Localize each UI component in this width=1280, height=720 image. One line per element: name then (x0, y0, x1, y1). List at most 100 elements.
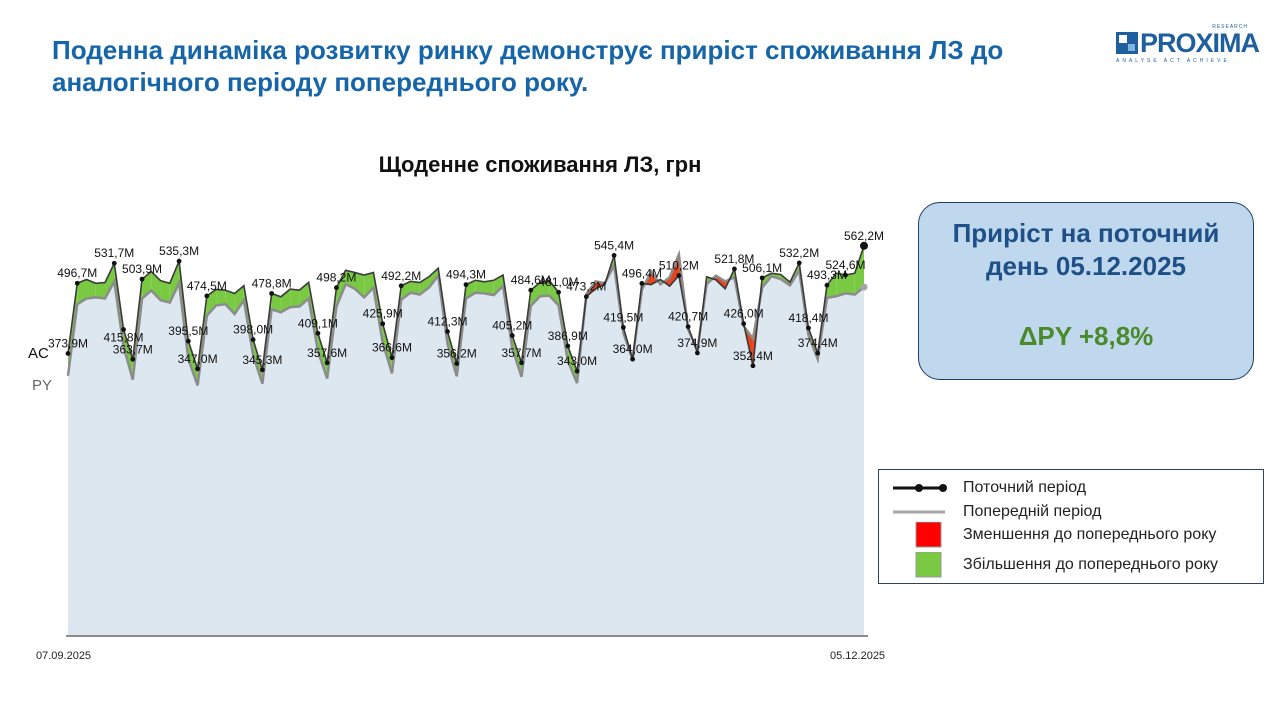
logo-mark-icon (1116, 32, 1138, 54)
data-label: 343,0M (557, 354, 597, 368)
current-point (860, 241, 868, 250)
increase-band (336, 270, 346, 307)
data-label: 352,4M (733, 349, 773, 363)
decrease-swatch-icon (915, 522, 942, 548)
increase-band (234, 285, 244, 314)
current-point (509, 333, 515, 338)
increase-band (271, 293, 281, 313)
data-label: 345,3M (242, 353, 282, 367)
current-point (759, 275, 765, 281)
current-point (380, 321, 386, 327)
current-point (694, 350, 700, 356)
data-label: 425,9M (363, 307, 403, 321)
current-point (334, 285, 339, 291)
increase-band (836, 273, 846, 297)
increase-band (382, 323, 392, 374)
current-point (574, 368, 580, 374)
data-label: 374,9M (677, 336, 717, 350)
data-label: 531,7M (94, 246, 134, 260)
current-point (519, 360, 524, 366)
current-point (815, 350, 821, 356)
current-point (445, 329, 450, 334)
legend-label: Попередній період (963, 503, 1102, 520)
data-label: 419,5M (603, 310, 643, 324)
logo-research-label: RESEARCH (1212, 24, 1248, 30)
current-point (611, 252, 617, 258)
logo-tagline: ANALYSE ACT ACHIEVE (1116, 58, 1230, 64)
increase-band (290, 289, 300, 308)
current-point (454, 361, 460, 367)
legend-item-current: Поточний період (879, 475, 1259, 501)
data-label: 510,2M (659, 259, 699, 273)
increase-band (493, 275, 504, 296)
current-period-line-icon (893, 484, 947, 492)
kpi-label-line1: Приріст на поточний (952, 218, 1220, 248)
increase-band (95, 282, 106, 299)
current-point (750, 363, 756, 369)
chart-legend: Поточний період Попередній період Зменше… (878, 469, 1264, 584)
legend-label: Поточний період (963, 479, 1087, 496)
kpi-label-line2: день 05.12.2025 (985, 251, 1186, 281)
data-label: 412,3M (427, 315, 467, 329)
increase-swatch-icon (915, 552, 942, 578)
current-point (121, 327, 126, 332)
current-point (741, 321, 747, 327)
current-point (315, 330, 321, 336)
current-point (630, 356, 636, 362)
increase-band (826, 273, 837, 298)
current-point (176, 258, 182, 264)
previous-period-line-icon (893, 510, 945, 514)
current-point (732, 266, 737, 272)
kpi-label: Приріст на поточний день 05.12.2025 (919, 217, 1253, 283)
data-label: 366,6M (372, 341, 412, 355)
series-points (65, 241, 868, 374)
current-point (389, 355, 395, 361)
data-label: 524,6M (825, 258, 865, 272)
page-headline: Поденна динаміка розвитку ринку демонстр… (52, 35, 1004, 97)
current-point (824, 282, 830, 288)
data-label: 562,2M (844, 229, 884, 243)
data-label: 506,1M (742, 261, 782, 275)
increase-band (225, 290, 235, 314)
data-label: 532,2M (779, 246, 819, 260)
current-point (806, 325, 811, 331)
current-point (204, 293, 210, 299)
current-point (195, 366, 200, 372)
proxima-logo: PROXIMA RESEARCH ANALYSE ACT ACHIEVE (1116, 24, 1260, 66)
increase-band (845, 273, 855, 295)
kpi-value: ΔPY +8,8% (1018, 321, 1154, 351)
current-point (324, 360, 330, 366)
previous-period-line (66, 249, 865, 386)
data-label: 503,9M (122, 262, 162, 276)
current-point (250, 337, 256, 343)
current-point (796, 260, 802, 266)
increase-band (854, 245, 864, 295)
increase-band (475, 280, 485, 294)
current-point (676, 273, 682, 278)
legend-item-increase: Збільшення до попереднього року (879, 552, 1259, 578)
increase-band (567, 346, 578, 384)
data-label: 545,4M (594, 238, 634, 252)
increase-band (160, 280, 170, 303)
increase-band (540, 280, 550, 297)
current-point (398, 283, 404, 289)
data-label: 473,2M (566, 280, 606, 294)
data-label: 496,4M (622, 266, 662, 280)
data-label: 386,9M (548, 329, 588, 343)
current-point (65, 351, 71, 356)
current-point (139, 276, 145, 282)
data-label: 492,2M (381, 269, 421, 283)
data-label: 498,2M (316, 271, 356, 285)
data-label: 493,3M (807, 268, 847, 282)
current-point (185, 338, 191, 344)
data-label: 481,0M (539, 275, 579, 289)
data-label: 409,1M (298, 316, 338, 330)
logo-name: PROXIMA (1140, 28, 1260, 58)
increase-band (364, 272, 374, 298)
increase-band (188, 341, 198, 386)
current-point (259, 367, 265, 373)
current-point (620, 325, 626, 330)
data-label: 347,0M (178, 352, 218, 366)
data-label: 484,6M (511, 273, 551, 287)
data-label: 418,4M (788, 311, 828, 325)
